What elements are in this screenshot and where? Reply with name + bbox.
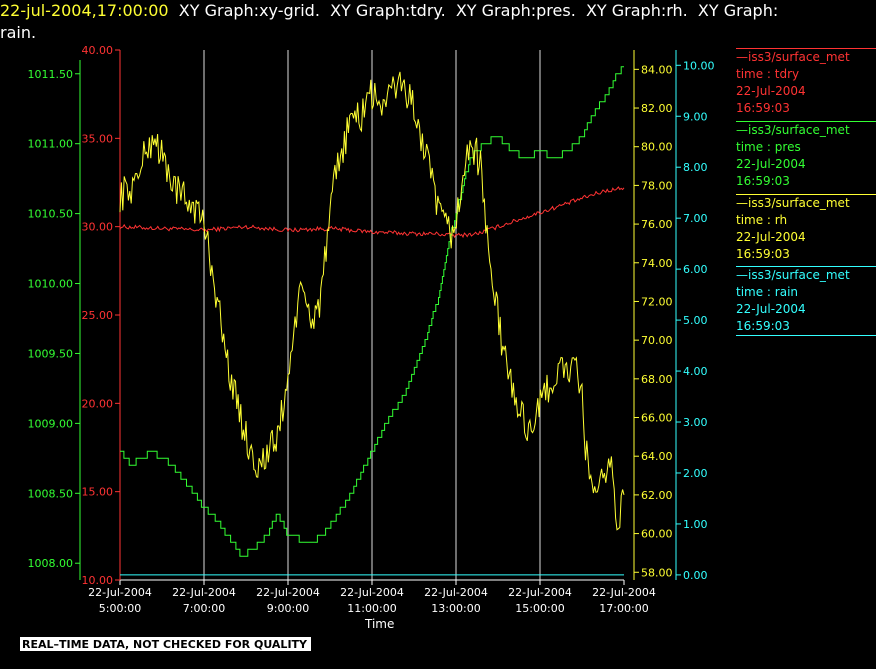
tdry-tick-label: 20.00 bbox=[82, 397, 114, 410]
legend-variable: time : rain bbox=[736, 285, 799, 299]
pres-tick-label: 1008.00 bbox=[28, 557, 74, 570]
x-tick-label: 7:00:00 bbox=[183, 602, 225, 615]
x-tick-date: 22-Jul-2004 bbox=[592, 586, 656, 599]
header-title-line2: rain. bbox=[0, 23, 37, 42]
header-title: XY Graph:xy-grid. XY Graph:tdry. XY Grap… bbox=[168, 1, 779, 20]
series-line-pres bbox=[120, 66, 624, 557]
rh-tick-label: 76.00 bbox=[641, 218, 673, 231]
rh-tick-label: 64.00 bbox=[641, 450, 673, 463]
x-tick-date: 22-Jul-2004 bbox=[172, 586, 236, 599]
x-tick-label: 15:00:00 bbox=[515, 602, 564, 615]
pres-tick-label: 1011.50 bbox=[28, 68, 74, 81]
tdry-tick-label: 15.00 bbox=[82, 486, 114, 499]
legend-line bbox=[736, 266, 876, 267]
legend-line bbox=[736, 194, 876, 195]
tdry-tick-label: 35.00 bbox=[82, 132, 114, 145]
x-tick-label: 17:00:00 bbox=[599, 602, 648, 615]
chart-header: 22-jul-2004,17:00:00 XY Graph:xy-grid. X… bbox=[0, 0, 876, 44]
rain-tick-label: 7.00 bbox=[683, 212, 708, 225]
legend-variable: time : pres bbox=[736, 140, 801, 154]
legend-series-name: —iss3/surface_met bbox=[736, 196, 850, 210]
rain-tick-label: 8.00 bbox=[683, 161, 708, 174]
legend-variable: time : rh bbox=[736, 213, 788, 227]
rain-tick-label: 2.00 bbox=[683, 467, 708, 480]
rain-tick-label: 4.00 bbox=[683, 365, 708, 378]
x-tick-date: 22-Jul-2004 bbox=[340, 586, 404, 599]
rh-tick-label: 82.00 bbox=[641, 102, 673, 115]
pres-tick-label: 1009.50 bbox=[28, 347, 74, 360]
legend-line bbox=[736, 121, 876, 122]
x-axis-label: Time bbox=[365, 617, 395, 631]
legend-entry-rh: —iss3/surface_met time : rh 22-Jul-2004 … bbox=[736, 194, 876, 263]
legend-entry-pres: —iss3/surface_met time : pres 22-Jul-200… bbox=[736, 121, 876, 190]
tdry-tick-label: 25.00 bbox=[82, 309, 114, 322]
x-tick-date: 22-Jul-2004 bbox=[256, 586, 320, 599]
rh-tick-label: 74.00 bbox=[641, 257, 673, 270]
header-timestamp: 22-jul-2004,17:00:00 bbox=[0, 1, 169, 20]
tdry-tick-label: 30.00 bbox=[82, 221, 114, 234]
x-tick-date: 22-Jul-2004 bbox=[508, 586, 572, 599]
pres-tick-label: 1009.00 bbox=[28, 417, 74, 430]
legend-series-name: —iss3/surface_met bbox=[736, 50, 850, 64]
rh-tick-label: 62.00 bbox=[641, 489, 673, 502]
rain-tick-label: 0.00 bbox=[683, 569, 708, 582]
rain-tick-label: 3.00 bbox=[683, 416, 708, 429]
rh-tick-label: 68.00 bbox=[641, 373, 673, 386]
rain-tick-label: 10.00 bbox=[683, 59, 715, 72]
pres-tick-label: 1010.50 bbox=[28, 208, 74, 221]
legend-time: 16:59:03 bbox=[736, 174, 790, 188]
legend-time: 16:59:03 bbox=[736, 247, 790, 261]
legend-line-bottom bbox=[736, 335, 876, 336]
series-line-rh bbox=[119, 71, 625, 531]
legend-entry-rain: —iss3/surface_met time : rain 22-Jul-200… bbox=[736, 266, 876, 336]
legend-series-name: —iss3/surface_met bbox=[736, 123, 850, 137]
legend-entry-tdry: —iss3/surface_met time : tdry 22-Jul-200… bbox=[736, 48, 876, 117]
rain-tick-label: 6.00 bbox=[683, 263, 708, 276]
pres-tick-label: 1010.00 bbox=[28, 278, 74, 291]
tdry-tick-label: 10.00 bbox=[82, 574, 114, 587]
pres-tick-label: 1008.50 bbox=[28, 487, 74, 500]
rh-tick-label: 66.00 bbox=[641, 412, 673, 425]
legend-date: 22-Jul-2004 bbox=[736, 84, 806, 98]
rain-tick-label: 5.00 bbox=[683, 314, 708, 327]
legend-time: 16:59:03 bbox=[736, 101, 790, 115]
legend-time: 16:59:03 bbox=[736, 319, 790, 333]
rh-tick-label: 60.00 bbox=[641, 528, 673, 541]
x-tick-label: 11:00:00 bbox=[347, 602, 396, 615]
rain-tick-label: 9.00 bbox=[683, 110, 708, 123]
rh-tick-label: 70.00 bbox=[641, 334, 673, 347]
rh-tick-label: 80.00 bbox=[641, 141, 673, 154]
legend-variable: time : tdry bbox=[736, 67, 800, 81]
rain-tick-label: 1.00 bbox=[683, 518, 708, 531]
rh-tick-label: 78.00 bbox=[641, 179, 673, 192]
legend-date: 22-Jul-2004 bbox=[736, 302, 806, 316]
tdry-tick-label: 40.00 bbox=[82, 44, 114, 57]
quality-notice: REAL–TIME DATA, NOT CHECKED FOR QUALITY bbox=[20, 637, 312, 651]
pres-tick-label: 1011.00 bbox=[28, 138, 74, 151]
legend-line bbox=[736, 48, 876, 49]
x-tick-date: 22-Jul-2004 bbox=[88, 586, 152, 599]
x-tick-date: 22-Jul-2004 bbox=[424, 586, 488, 599]
rh-tick-label: 84.00 bbox=[641, 63, 673, 76]
legend-date: 22-Jul-2004 bbox=[736, 230, 806, 244]
x-tick-label: 9:00:00 bbox=[267, 602, 309, 615]
rh-tick-label: 72.00 bbox=[641, 295, 673, 308]
legend-date: 22-Jul-2004 bbox=[736, 157, 806, 171]
x-tick-label: 13:00:00 bbox=[431, 602, 480, 615]
x-tick-label: 5:00:00 bbox=[99, 602, 141, 615]
legend-series-name: —iss3/surface_met bbox=[736, 268, 850, 282]
rh-tick-label: 58.00 bbox=[641, 566, 673, 579]
